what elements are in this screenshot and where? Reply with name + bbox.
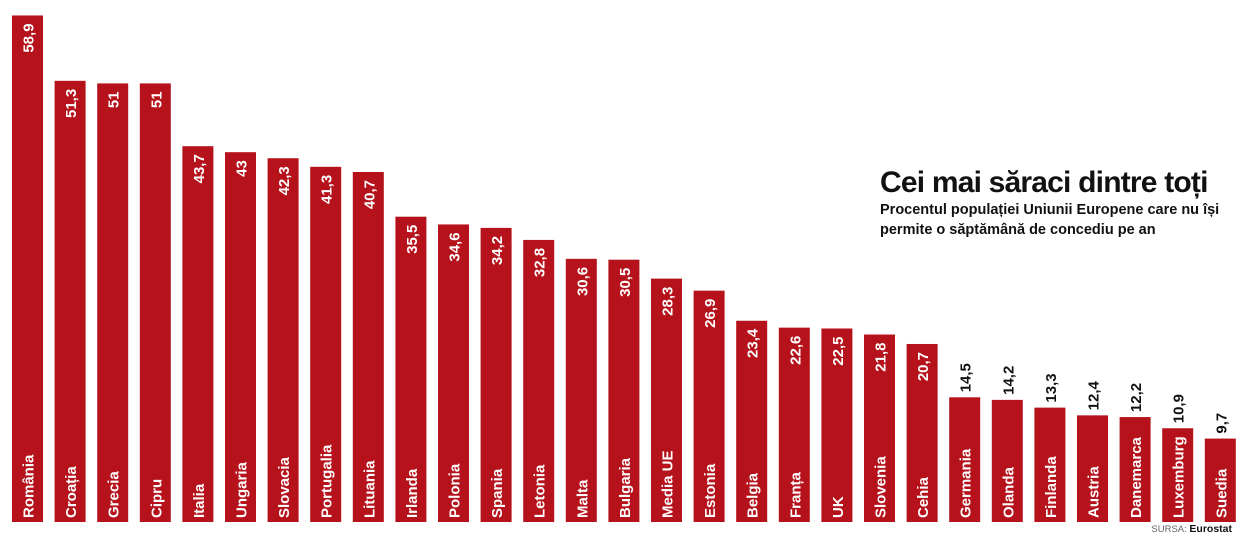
bar-24 [1034,407,1066,522]
bar-15 [651,278,682,522]
value-label-0: 58,9 [21,23,38,52]
category-label-13: Malta [574,479,591,518]
category-label-23: Olanda [1000,466,1017,518]
bar-19 [821,328,853,522]
category-label-28: Suedia [1213,468,1230,518]
value-label-25: 12,4 [1086,381,1103,411]
bar-1 [54,80,86,522]
bar-20 [864,334,895,522]
value-label-16: 26,9 [702,299,719,328]
value-label-4: 43,7 [191,154,208,183]
category-label-6: Slovacia [276,456,293,518]
category-label-26: Danemarca [1128,436,1145,518]
chart-subtitle: Procentul populației Uniunii Europene ca… [880,202,1220,238]
bar-27 [1162,428,1194,522]
category-label-11: Spania [489,468,506,518]
value-label-5: 43 [234,160,251,177]
category-label-21: Cehia [915,476,932,518]
category-label-24: Finlanda [1043,456,1060,518]
value-label-18: 22,6 [787,336,804,365]
bar-10 [438,224,469,522]
category-label-14: Bulgaria [617,457,634,518]
bar-28 [1204,438,1236,522]
category-label-9: Irlanda [404,468,421,518]
value-label-20: 21,8 [873,343,890,372]
bar-26 [1119,417,1151,522]
value-label-19: 22,5 [830,337,847,366]
bar-22 [949,397,981,522]
bar-18 [778,327,810,522]
bar-16 [693,290,725,522]
bar-6 [267,158,299,522]
value-label-11: 34,2 [489,236,506,265]
title-block: Cei mai săraci dintre toți Procentul pop… [880,166,1240,240]
value-label-17: 23,4 [745,328,762,358]
bar-9 [395,216,427,522]
bar-11 [480,227,512,522]
category-label-25: Austria [1086,466,1103,518]
category-label-15: Media UE [660,450,677,518]
bar-3 [139,83,171,523]
bar-25 [1077,415,1108,522]
value-label-21: 20,7 [915,352,932,381]
value-label-6: 42,3 [276,166,293,195]
value-label-28: 9,7 [1213,413,1230,434]
value-label-10: 34,6 [447,232,464,261]
value-label-15: 28,3 [660,287,677,316]
value-label-26: 12,2 [1128,383,1145,412]
value-label-22: 14,5 [958,363,975,392]
bar-12 [523,239,555,523]
category-label-2: Grecia [106,471,123,518]
category-label-16: Estonia [702,463,719,518]
bar-14 [608,259,640,522]
category-label-0: România [21,454,38,518]
category-label-3: Cipru [148,479,165,518]
value-label-9: 35,5 [404,225,421,254]
value-label-13: 30,6 [574,267,591,296]
value-label-27: 10,9 [1171,394,1188,423]
value-label-23: 14,2 [1000,366,1017,395]
category-label-12: Letonia [532,464,549,518]
category-label-17: Belgia [745,472,762,518]
category-label-10: Polonia [447,463,464,518]
source-note: SURSA: Eurostat [1151,523,1232,536]
category-label-5: Ungaria [234,461,251,518]
value-label-14: 30,5 [617,268,634,297]
category-label-20: Slovenia [873,456,890,518]
category-label-27: Luxemburg [1171,436,1188,518]
value-label-3: 51 [148,91,165,108]
bar-5 [225,152,256,522]
bar-2 [97,83,129,523]
value-label-1: 51,3 [63,89,80,118]
value-label-7: 41,3 [319,175,336,204]
category-label-1: Croația [63,466,80,518]
value-label-12: 32,8 [532,248,549,277]
category-label-19: UK [830,496,847,518]
category-label-4: Italia [191,483,208,518]
category-label-8: Lituania [361,460,378,518]
category-label-22: Germania [958,448,975,518]
value-label-8: 40,7 [361,180,378,209]
bar-13 [565,258,597,522]
chart-title: Cei mai săraci dintre toți [880,166,1208,199]
source-prefix: SURSA: [1151,524,1187,535]
value-label-2: 51 [106,91,123,108]
source-name: Eurostat [1189,523,1232,535]
category-label-7: Portugalia [319,444,336,518]
value-label-24: 13,3 [1043,373,1060,402]
bar-17 [736,320,768,522]
bar-8 [352,171,384,523]
category-label-18: Franța [787,472,804,519]
bar-0 [12,15,43,523]
bar-21 [906,343,938,522]
bar-23 [991,399,1023,522]
bar-7 [310,166,342,522]
bar-4 [182,146,214,522]
